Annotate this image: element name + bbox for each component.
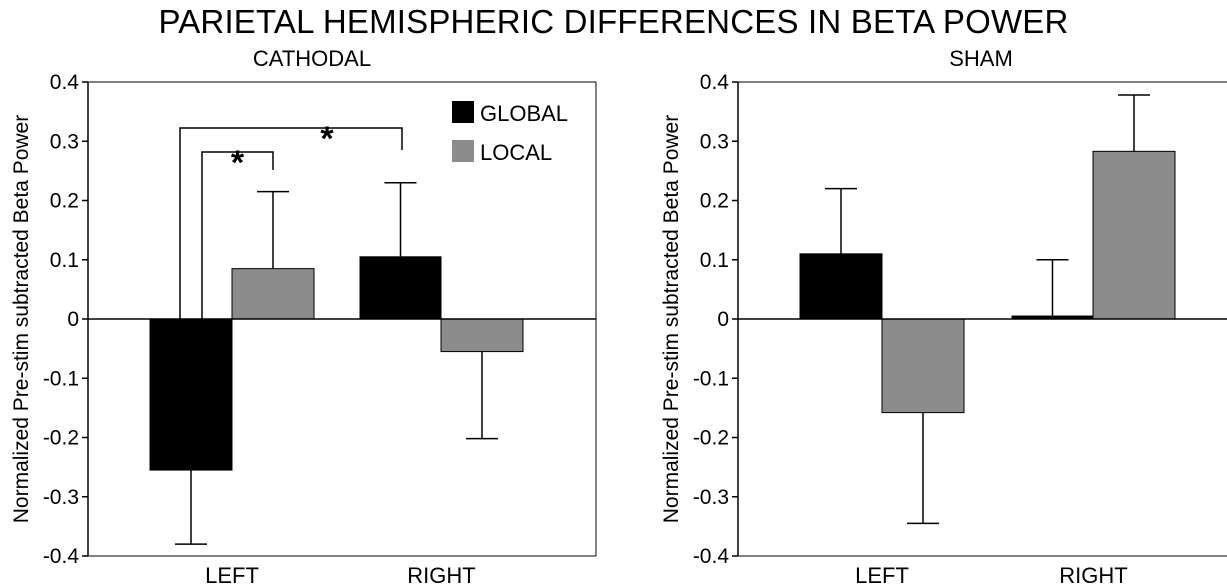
sham-bar-right-local (1092, 150, 1176, 320)
cathodal-panel-title: CATHODAL (253, 46, 371, 71)
cathodal-y-tick-label: 0.2 (50, 190, 79, 213)
cathodal-y-tick-label: -0.4 (43, 545, 80, 568)
cathodal-bar-right-local (440, 318, 524, 353)
sham-y-tick-label: 0 (717, 308, 729, 331)
sham-y-tick-label: 0.4 (700, 71, 730, 94)
cathodal-y-tick-label: -0.1 (43, 367, 79, 390)
cathodal-y-tick-label: -0.2 (43, 427, 79, 450)
cathodal-bar-right-global (359, 256, 442, 320)
sham-y-tick-label: -0.2 (693, 427, 729, 450)
cathodal-legend-swatch-local (452, 140, 474, 162)
cathodal-legend-label-local: LOCAL (480, 140, 552, 165)
cathodal-significance-bracket (179, 127, 403, 319)
cathodal-bar-left-local (231, 268, 315, 320)
cathodal-significance-bracket (201, 151, 274, 319)
sham-bar-left-local (881, 318, 965, 414)
cathodal-legend-label-global: GLOBAL (480, 101, 568, 126)
sham-category-label: LEFT (855, 563, 909, 587)
cathodal-y-tick-label: 0.3 (50, 130, 79, 153)
sham-y-tick-label: -0.4 (693, 545, 730, 568)
cathodal-y-tick-label: 0 (67, 308, 79, 331)
sham-bar-left-global (799, 253, 883, 320)
sham-category-label: RIGHT (1059, 563, 1127, 587)
cathodal-category-label: RIGHT (407, 563, 475, 587)
sham-y-axis-label: Normalized Pre-stim subtracted Beta Powe… (660, 115, 683, 524)
cathodal-bar-left-global (149, 318, 233, 471)
sham-y-tick-label: 0.1 (700, 249, 729, 272)
cathodal-y-tick-label: 0.4 (50, 71, 80, 94)
sham-y-tick-label: 0.2 (700, 190, 729, 213)
cathodal-y-tick-label: 0.1 (50, 249, 79, 272)
cathodal-legend-swatch-global (452, 101, 474, 123)
sham-y-tick-label: -0.3 (693, 486, 729, 509)
cathodal-y-axis-label: Normalized Pre-stim subtracted Beta Powe… (10, 115, 33, 524)
cathodal-significance-star: * (231, 144, 245, 182)
cathodal-category-label: LEFT (205, 563, 259, 587)
main-title: PARIETAL HEMISPHERIC DIFFERENCES IN BETA… (158, 3, 1069, 40)
cathodal-significance-star: * (320, 120, 334, 158)
sham-panel-title: SHAM (949, 46, 1013, 71)
cathodal-y-tick-label: -0.3 (43, 486, 79, 509)
sham-y-tick-label: 0.3 (700, 130, 729, 153)
sham-y-tick-label: -0.1 (693, 367, 729, 390)
